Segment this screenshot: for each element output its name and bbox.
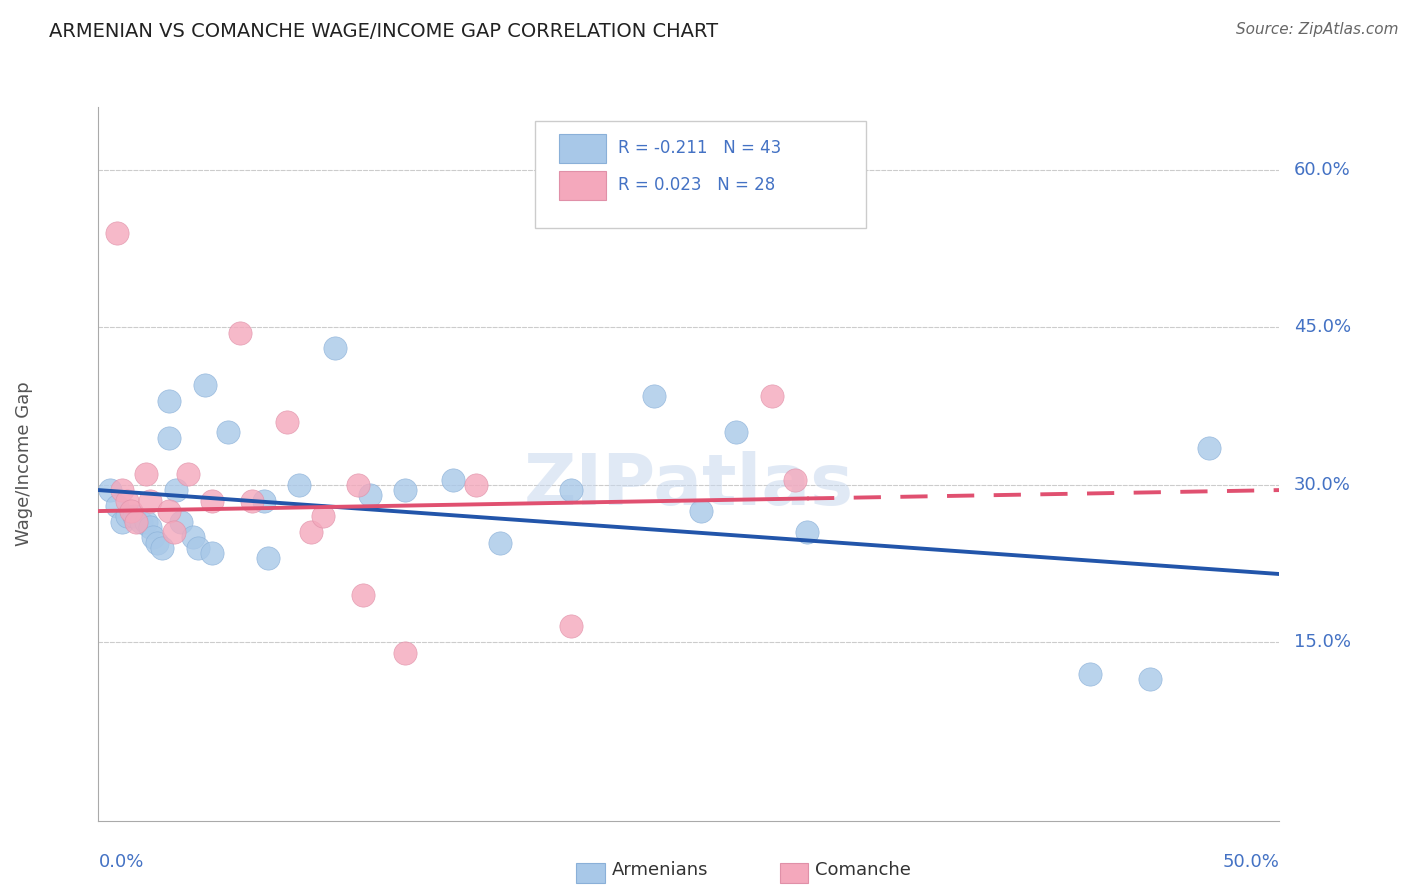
Point bbox=[643, 389, 665, 403]
Point bbox=[312, 509, 335, 524]
Text: 30.0%: 30.0% bbox=[1294, 475, 1351, 494]
Point bbox=[135, 515, 157, 529]
Point bbox=[240, 493, 263, 508]
Text: 50.0%: 50.0% bbox=[1223, 853, 1279, 871]
Point bbox=[129, 515, 152, 529]
Point bbox=[323, 342, 346, 356]
Point bbox=[139, 493, 162, 508]
Point bbox=[115, 493, 138, 508]
Point bbox=[150, 541, 173, 555]
Point bbox=[139, 520, 162, 534]
Point bbox=[194, 378, 217, 392]
Point bbox=[170, 515, 193, 529]
Point bbox=[299, 524, 322, 539]
Point bbox=[394, 646, 416, 660]
Point bbox=[229, 326, 252, 340]
Point bbox=[796, 524, 818, 539]
Text: Armenians: Armenians bbox=[612, 861, 709, 879]
Point bbox=[105, 226, 128, 240]
Text: Wage/Income Gap: Wage/Income Gap bbox=[15, 382, 34, 546]
Point bbox=[689, 504, 711, 518]
Text: 0.0%: 0.0% bbox=[98, 853, 143, 871]
Point bbox=[359, 488, 381, 502]
Point bbox=[163, 524, 186, 539]
Text: Comanche: Comanche bbox=[815, 861, 911, 879]
Point bbox=[253, 493, 276, 508]
Point bbox=[465, 478, 488, 492]
Point bbox=[146, 535, 169, 549]
Point bbox=[181, 530, 204, 544]
Point bbox=[122, 509, 145, 524]
FancyBboxPatch shape bbox=[560, 171, 606, 200]
Text: R = 0.023   N = 28: R = 0.023 N = 28 bbox=[619, 176, 775, 194]
Point bbox=[201, 493, 224, 508]
Point bbox=[1080, 666, 1102, 681]
Text: 45.0%: 45.0% bbox=[1294, 318, 1351, 336]
Text: R = -0.211   N = 43: R = -0.211 N = 43 bbox=[619, 139, 782, 157]
Point bbox=[135, 467, 157, 482]
Point bbox=[157, 504, 180, 518]
Point bbox=[257, 551, 280, 566]
Point bbox=[142, 530, 165, 544]
Point bbox=[157, 431, 180, 445]
Point bbox=[276, 415, 298, 429]
Point bbox=[217, 425, 239, 440]
FancyBboxPatch shape bbox=[560, 134, 606, 162]
Point bbox=[785, 473, 807, 487]
Point bbox=[111, 515, 134, 529]
Point bbox=[157, 393, 180, 408]
Point bbox=[560, 619, 582, 633]
Point bbox=[761, 389, 783, 403]
Point bbox=[288, 478, 311, 492]
Point bbox=[489, 535, 512, 549]
Point bbox=[1198, 441, 1220, 455]
Point bbox=[725, 425, 748, 440]
Point bbox=[441, 473, 464, 487]
Point bbox=[121, 504, 143, 518]
Point bbox=[165, 483, 187, 497]
Point bbox=[98, 483, 121, 497]
Point bbox=[187, 541, 209, 555]
Text: ZIPatlas: ZIPatlas bbox=[524, 450, 853, 520]
Point bbox=[201, 546, 224, 560]
Point bbox=[111, 483, 134, 497]
Point bbox=[105, 499, 128, 513]
Point bbox=[177, 467, 200, 482]
Point bbox=[115, 509, 138, 524]
Text: 15.0%: 15.0% bbox=[1294, 633, 1351, 651]
Point bbox=[352, 588, 374, 602]
Text: Source: ZipAtlas.com: Source: ZipAtlas.com bbox=[1236, 22, 1399, 37]
Text: 60.0%: 60.0% bbox=[1294, 161, 1350, 179]
Point bbox=[125, 515, 148, 529]
Point bbox=[394, 483, 416, 497]
FancyBboxPatch shape bbox=[536, 121, 866, 228]
Point bbox=[1139, 672, 1161, 686]
Point bbox=[347, 478, 370, 492]
Point bbox=[560, 483, 582, 497]
Text: ARMENIAN VS COMANCHE WAGE/INCOME GAP CORRELATION CHART: ARMENIAN VS COMANCHE WAGE/INCOME GAP COR… bbox=[49, 22, 718, 41]
